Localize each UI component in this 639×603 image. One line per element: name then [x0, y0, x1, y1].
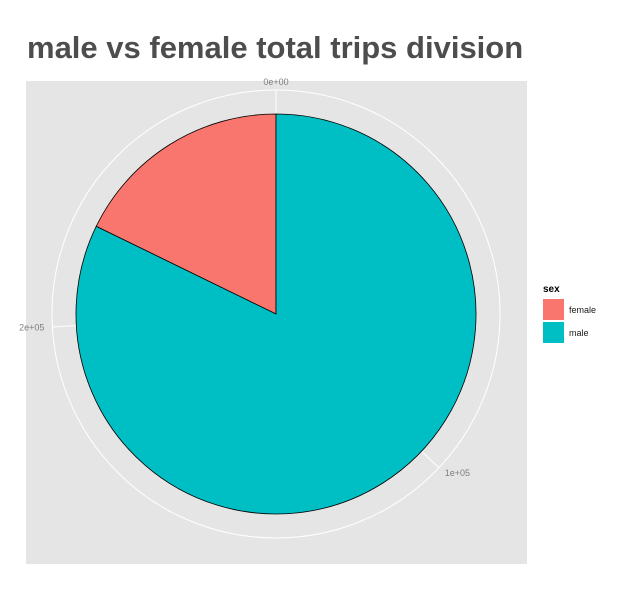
slice-layer	[75, 113, 477, 515]
tick-label-layer: 0e+00 1e+05 2e+05	[19, 77, 470, 478]
theta-tick-label-0: 0e+00	[263, 77, 288, 87]
theta-tick-label-1: 1e+05	[445, 468, 470, 478]
legend-label-male: male	[569, 327, 589, 338]
legend-item-female: female	[543, 298, 596, 321]
legend: sex female male	[543, 284, 596, 344]
chart-title: male vs female total trips division	[27, 30, 524, 65]
legend-item-male: male	[543, 321, 596, 344]
pie-slice-female	[95, 113, 277, 315]
theta-tick-label-2: 2e+05	[19, 322, 44, 332]
pie-slice-male	[75, 113, 477, 515]
legend-key-female	[543, 299, 564, 320]
legend-title: sex	[543, 284, 560, 295]
legend-label-female: female	[569, 304, 597, 315]
legend-key-male	[543, 322, 564, 343]
